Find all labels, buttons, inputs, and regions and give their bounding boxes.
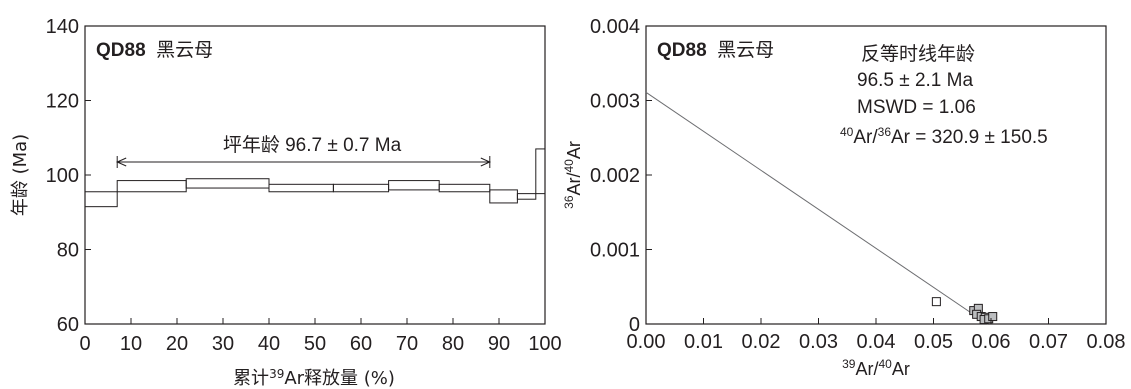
age-spectrum-y-ticks: 60 80 100 120 140 bbox=[46, 16, 91, 336]
age-step-0 bbox=[84, 191, 118, 208]
y-tick-label: 0 bbox=[629, 314, 640, 336]
x-tick-label: 50 bbox=[304, 333, 326, 355]
y-tick-label: 140 bbox=[46, 16, 79, 38]
y-tick-label: 60 bbox=[57, 314, 79, 336]
isochron-x-ticks: 0.00 0.01 0.02 0.03 0.04 0.05 0.06 0.07 0.08 bbox=[627, 318, 1126, 353]
isochron-points bbox=[931, 297, 998, 325]
age-spectrum-plot-frame bbox=[84, 25, 546, 325]
x-tick-label: 60 bbox=[350, 333, 372, 355]
age-step-4 bbox=[332, 183, 390, 193]
age-step-9 bbox=[535, 148, 546, 195]
isochron-x-axis-label: 39Ar/40Ar bbox=[842, 357, 910, 379]
y-tick-label: 0.004 bbox=[590, 16, 640, 38]
y-tick-label: 0.001 bbox=[590, 240, 640, 262]
y-tick-label: 0.002 bbox=[590, 165, 640, 187]
age-step-8 bbox=[516, 193, 537, 200]
x-tick-label: 30 bbox=[212, 333, 234, 355]
x-tick-label: 0.04 bbox=[857, 331, 896, 353]
x-tick-label: 0.06 bbox=[972, 331, 1011, 353]
age-step-5 bbox=[388, 180, 440, 191]
isochron-fit-line bbox=[645, 91, 988, 325]
age-step-7 bbox=[489, 189, 518, 204]
x-tick-label: 0.05 bbox=[914, 331, 953, 353]
plateau-bracket bbox=[115, 156, 492, 168]
x-tick-label: 20 bbox=[166, 333, 188, 355]
y-tick-label: 120 bbox=[46, 91, 79, 113]
isochron-age-value: 96.5 ± 2.1 Ma bbox=[857, 70, 973, 91]
x-tick-label: 0 bbox=[79, 333, 90, 355]
age-step-6 bbox=[438, 183, 491, 193]
x-tick-label: 0.02 bbox=[742, 331, 781, 353]
isochron-point-8 bbox=[988, 312, 998, 322]
x-tick-label: 0.08 bbox=[1087, 331, 1126, 353]
y-tick-label: 100 bbox=[46, 165, 79, 187]
age-spectrum-chart: 60 80 100 120 140 0 10 20 30 40 50 60 70 80 90 100 坪年龄… bbox=[10, 16, 562, 389]
age-spectrum-title: QD88 黑云母 bbox=[96, 39, 213, 61]
isochron-point-0 bbox=[931, 297, 941, 307]
age-spectrum-y-axis-label: 年龄 (Ma) bbox=[10, 134, 31, 216]
x-tick-label: 40 bbox=[258, 333, 280, 355]
plateau-arrowhead-right bbox=[480, 157, 492, 167]
age-spectrum-x-ticks: 0 10 20 30 40 50 60 70 80 90 100 bbox=[79, 318, 562, 355]
isochron-age-title: 反等时线年龄 bbox=[861, 43, 975, 65]
age-step-3 bbox=[268, 183, 334, 193]
x-tick-label: 80 bbox=[442, 333, 464, 355]
x-tick-label: 70 bbox=[396, 333, 418, 355]
age-step-1 bbox=[116, 180, 187, 193]
isochron-title: QD88 黑云母 bbox=[657, 39, 774, 61]
isochron-y-axis-label: 36Ar/40Ar bbox=[562, 141, 584, 209]
x-tick-label: 0.07 bbox=[1029, 331, 1068, 353]
x-tick-label: 100 bbox=[528, 333, 561, 355]
plateau-age-label: 坪年龄 96.7 ± 0.7 Ma bbox=[223, 134, 402, 156]
x-tick-label: 90 bbox=[488, 333, 510, 355]
y-tick-label: 80 bbox=[57, 240, 79, 262]
x-tick-label: 0.00 bbox=[627, 331, 666, 353]
isochron-mswd: MSWD = 1.06 bbox=[857, 97, 976, 118]
isochron-initial-ratio: 40Ar/36Ar = 320.9 ± 150.5 bbox=[840, 125, 1048, 148]
age-spectrum-x-axis-label: 累计39Ar释放量 (%) bbox=[233, 367, 395, 389]
x-tick-label: 0.03 bbox=[799, 331, 838, 353]
plateau-arrowhead-left bbox=[115, 157, 127, 167]
x-tick-label: 0.01 bbox=[684, 331, 723, 353]
y-tick-label: 0.003 bbox=[590, 91, 640, 113]
x-tick-label: 10 bbox=[120, 333, 142, 355]
isochron-y-ticks: 0 0.001 0.002 0.003 0.004 bbox=[590, 16, 652, 336]
age-spectrum-steps bbox=[84, 148, 546, 208]
age-step-2 bbox=[185, 178, 270, 189]
